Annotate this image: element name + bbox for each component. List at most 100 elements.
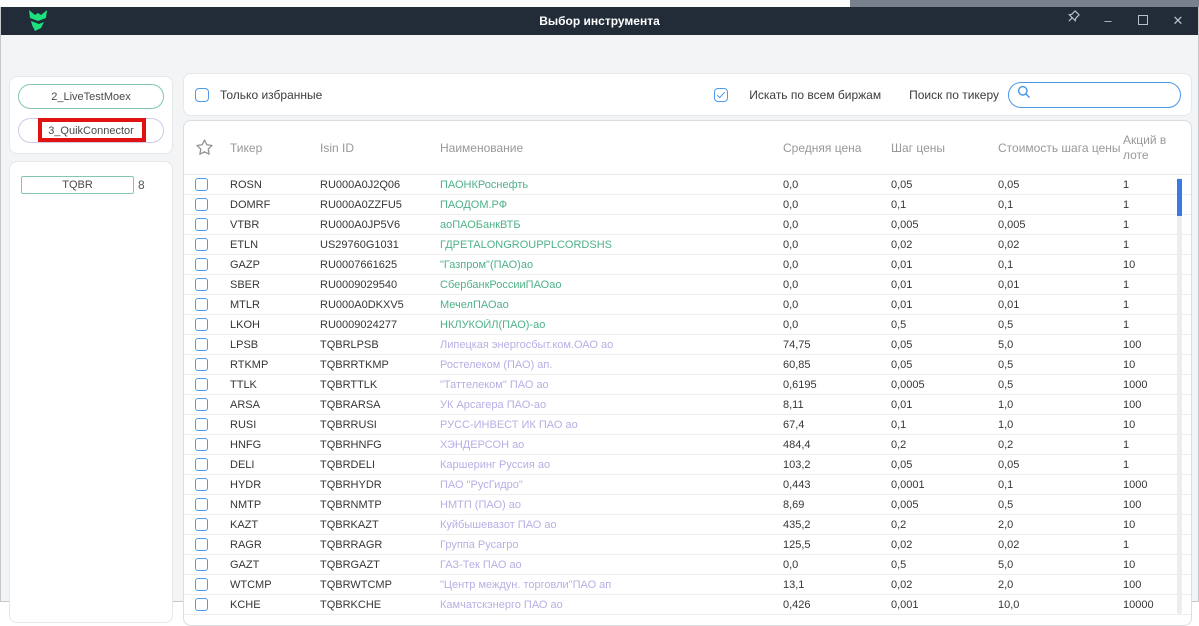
connection-button-livetestmoex[interactable]: 2_LiveTestMoex <box>18 84 164 109</box>
row-favorite-checkbox[interactable] <box>195 178 208 191</box>
row-favorite-checkbox[interactable] <box>195 198 208 211</box>
price-step-cell: 0,0005 <box>891 379 998 391</box>
table-row[interactable]: ROSNRU000A0J2Q06ПАОНКРоснефть0,00,050,05… <box>184 175 1191 195</box>
isin-cell: RU0009024277 <box>320 319 440 331</box>
row-favorite-checkbox[interactable] <box>195 318 208 331</box>
table-row[interactable]: RAGRTQBRRAGRГруппа Русагро125,50,020,021 <box>184 535 1191 555</box>
row-favorite-checkbox[interactable] <box>195 478 208 491</box>
maximize-icon[interactable] <box>1135 7 1151 35</box>
row-favorite-checkbox[interactable] <box>195 538 208 551</box>
table-row[interactable]: WTCMPTQBRWTCMP"Центр междун. торговли"ПА… <box>184 575 1191 595</box>
avg-price-cell: 0,443 <box>783 479 891 491</box>
table-row[interactable]: DELITQBRDELIКаршеринг Руссия ао103,20,05… <box>184 455 1191 475</box>
table-row[interactable]: MTLRRU000A0DKXV5МечелПАОао0,00,010,011 <box>184 295 1191 315</box>
row-favorite-checkbox[interactable] <box>195 338 208 351</box>
step-cost-cell: 1,0 <box>998 419 1123 431</box>
header-name: Наименование <box>440 141 783 155</box>
step-cost-cell: 0,5 <box>998 499 1123 511</box>
row-checkbox-cell <box>184 318 230 331</box>
all-exchanges-checkbox[interactable] <box>714 88 728 102</box>
isin-cell: TQBRLPSB <box>320 339 440 351</box>
avg-price-cell: 0,0 <box>783 259 891 271</box>
app-window: Выбор инструмента – ✕ 2_LiveTestMoex 3_Q… <box>0 7 1199 602</box>
search-input[interactable] <box>1032 85 1180 105</box>
row-favorite-checkbox[interactable] <box>195 418 208 431</box>
row-favorite-checkbox[interactable] <box>195 258 208 271</box>
connections-panel: 2_LiveTestMoex 3_QuikConnector <box>9 76 173 154</box>
ticker-cell: LPSB <box>230 339 320 351</box>
table-row[interactable]: HYDRTQBRHYDRПАО "РусГидро"0,4430,00010,1… <box>184 475 1191 495</box>
avg-price-cell: 0,426 <box>783 599 891 611</box>
isin-cell: TQBRGAZT <box>320 559 440 571</box>
step-cost-cell: 5,0 <box>998 559 1123 571</box>
row-favorite-checkbox[interactable] <box>195 218 208 231</box>
row-favorite-checkbox[interactable] <box>195 498 208 511</box>
row-favorite-checkbox[interactable] <box>195 598 208 611</box>
row-favorite-checkbox[interactable] <box>195 558 208 571</box>
avg-price-cell: 13,1 <box>783 579 891 591</box>
step-cost-cell: 0,005 <box>998 219 1123 231</box>
scrollbar-thumb[interactable] <box>1177 179 1182 216</box>
row-favorite-checkbox[interactable] <box>195 458 208 471</box>
table-row[interactable]: HNFGTQBRHNFGХЭНДЕРСОН ао484,40,20,21 <box>184 435 1191 455</box>
avg-price-cell: 0,0 <box>783 279 891 291</box>
table-row[interactable]: ARSATQBRARSAУК Арсагера ПАО-ао8,110,011,… <box>184 395 1191 415</box>
row-checkbox-cell <box>184 418 230 431</box>
header-isin: Isin ID <box>320 141 440 155</box>
row-favorite-checkbox[interactable] <box>195 238 208 251</box>
isin-cell: US29760G1031 <box>320 239 440 251</box>
price-step-cell: 0,05 <box>891 359 998 371</box>
table-row[interactable]: LPSBTQBRLPSBЛипецкая энергосбыт.ком.ОАО … <box>184 335 1191 355</box>
table-row[interactable]: RUSITQBRRUSIРУСС-ИНВЕСТ ИК ПАО ао67,40,1… <box>184 415 1191 435</box>
board-button-tqbr[interactable]: TQBR <box>21 176 134 194</box>
isin-cell: RU000A0DKXV5 <box>320 299 440 311</box>
step-cost-cell: 0,01 <box>998 279 1123 291</box>
name-cell: Ростелеком (ПАО) ап. <box>440 359 783 371</box>
price-step-cell: 0,2 <box>891 439 998 451</box>
ticker-cell: VTBR <box>230 219 320 231</box>
table-row[interactable]: GAZPRU0007661625"Газпром"(ПАО)ао0,00,010… <box>184 255 1191 275</box>
row-favorite-checkbox[interactable] <box>195 358 208 371</box>
table-row[interactable]: KAZTTQBRKAZTКуйбышевазот ПАО ао435,20,22… <box>184 515 1191 535</box>
isin-cell: TQBRDELI <box>320 459 440 471</box>
only-favorites-checkbox[interactable] <box>195 88 209 102</box>
row-favorite-checkbox[interactable] <box>195 518 208 531</box>
row-favorite-checkbox[interactable] <box>195 398 208 411</box>
price-step-cell: 0,01 <box>891 279 998 291</box>
table-row[interactable]: GAZTTQBRGAZTГАЗ-Тек ПАО ао0,00,55,010 <box>184 555 1191 575</box>
price-step-cell: 0,05 <box>891 459 998 471</box>
avg-price-cell: 8,11 <box>783 399 891 411</box>
price-step-cell: 0,02 <box>891 239 998 251</box>
row-favorite-checkbox[interactable] <box>195 298 208 311</box>
step-cost-cell: 0,5 <box>998 319 1123 331</box>
isin-cell: RU000A0ZZFU5 <box>320 199 440 211</box>
close-icon[interactable]: ✕ <box>1170 7 1186 35</box>
table-row[interactable]: TTLKTQBRTTLK"Таттелеком" ПАО ао0,61950,0… <box>184 375 1191 395</box>
step-cost-cell: 5,0 <box>998 339 1123 351</box>
window-content: 2_LiveTestMoex 3_QuikConnector TQBR 8 То… <box>1 35 1198 601</box>
avg-price-cell: 0,0 <box>783 239 891 251</box>
table-row[interactable]: SBERRU0009029540СбербанкРоссииПАОао0,00,… <box>184 275 1191 295</box>
row-favorite-checkbox[interactable] <box>195 278 208 291</box>
ticker-search-box[interactable] <box>1008 82 1181 108</box>
price-step-cell: 0,2 <box>891 519 998 531</box>
table-row[interactable]: LKOHRU0009024277НКЛУКОЙЛ(ПАО)-ао0,00,50,… <box>184 315 1191 335</box>
pin-icon[interactable] <box>1065 7 1081 35</box>
row-favorite-checkbox[interactable] <box>195 378 208 391</box>
table-row[interactable]: VTBRRU000A0JP5V6аоПАОБанкВТБ0,00,0050,00… <box>184 215 1191 235</box>
toolbar: Только избранные Искать по всем биржам П… <box>183 73 1192 116</box>
header-ticker: Тикер <box>230 141 320 155</box>
table-row[interactable]: DOMRFRU000A0ZZFU5ПАОДОМ.РФ0,00,10,11 <box>184 195 1191 215</box>
table-row[interactable]: RTKMPTQBRRTKMPРостелеком (ПАО) ап.60,850… <box>184 355 1191 375</box>
ticker-cell: RTKMP <box>230 359 320 371</box>
favorites-star-icon[interactable] <box>184 138 230 157</box>
row-favorite-checkbox[interactable] <box>195 438 208 451</box>
table-row[interactable]: NMTPTQBRNMTPНМТП (ПАО) ао8,690,0050,5100 <box>184 495 1191 515</box>
ticker-cell: DELI <box>230 459 320 471</box>
row-favorite-checkbox[interactable] <box>195 578 208 591</box>
minimize-icon[interactable]: – <box>1100 7 1116 35</box>
vertical-scrollbar[interactable] <box>1177 178 1182 614</box>
table-row[interactable]: ETLNUS29760G1031ГДРETALONGROUPPLCORDSHS0… <box>184 235 1191 255</box>
all-exchanges-label: Искать по всем биржам <box>749 88 881 102</box>
table-row[interactable]: KCHETQBRKCHEКамчатскэнерго ПАО ао0,4260,… <box>184 595 1191 615</box>
